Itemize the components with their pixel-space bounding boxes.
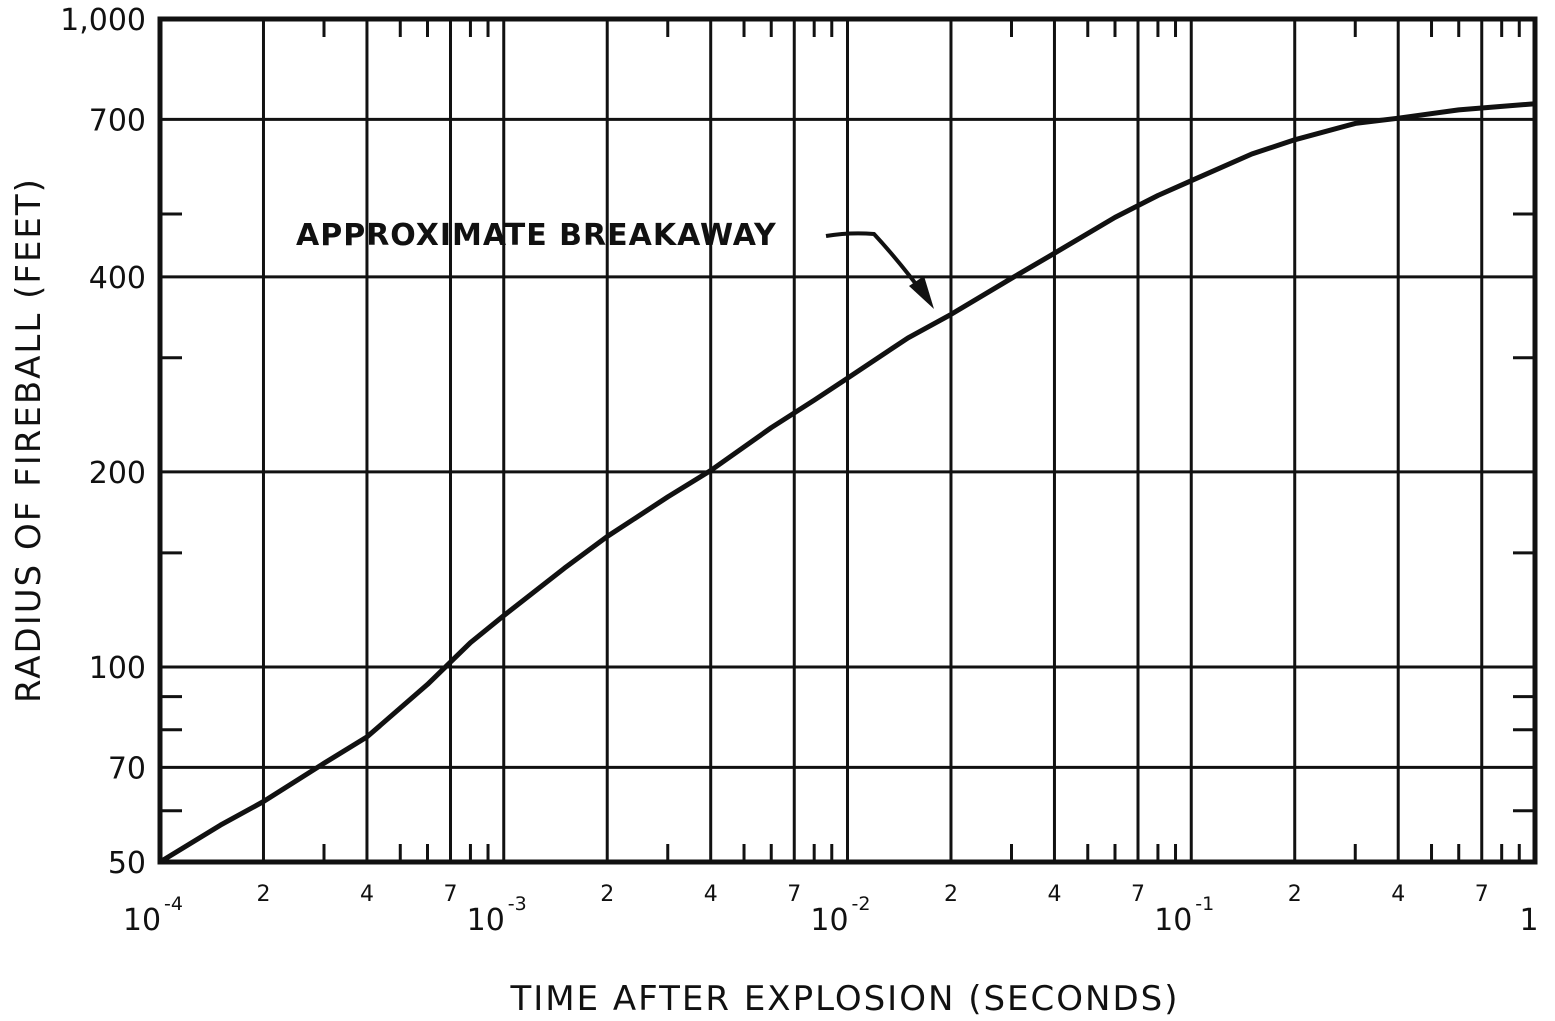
annotation-approximate-breakaway: APPROXIMATE BREAKAWAY [296,218,777,253]
x-axis-label: TIME AFTER EXPLOSION (SECONDS) [510,979,1180,1019]
x-tick-label: 7 [444,882,458,907]
plot-frame [157,16,1538,865]
x-decade-label: 10 [123,903,161,938]
y-tick-labels: 1,000 700 400 200 100 70 50 [60,3,146,881]
annotation-leader-line [825,231,930,302]
axis-tick-marks [160,19,1535,862]
x-tick-labels: 2 4 7 2 4 7 2 4 7 2 4 710 -4 10 -3 10 -2 10 -1 1 [123,882,1539,938]
y-tick-label: 400 [89,261,146,296]
x-tick-label: 4 [360,882,374,907]
x-tick-label: 4 [1391,882,1405,907]
y-tick-label: 50 [108,846,146,881]
x-tick-label: 2 [256,882,270,907]
x-decade-label: 10 [810,903,848,938]
x-tick-label: 2 [944,882,958,907]
x-decade-label: 1 [1519,903,1538,938]
y-tick-label: 700 [89,103,146,138]
x-decade-exponent: -2 [852,893,871,915]
x-decade-label: 10 [467,903,505,938]
y-tick-label: 70 [108,751,146,786]
y-axis-label: RADIUS OF FIREBALL (FEET) [9,177,49,703]
y-tick-label: 100 [89,651,146,686]
annotation-arrowhead [909,276,934,309]
x-decade-exponent: -3 [508,893,527,915]
x-tick-label: 7 [787,882,801,907]
x-tick-label: 2 [600,882,614,907]
x-decade-exponent: -1 [1195,893,1214,915]
y-tick-label: 200 [89,456,146,491]
x-tick-label: 7 [1475,882,1489,907]
y-tick-label: 1,000 [60,3,146,38]
grid-lines [160,19,1535,862]
series-line-fireball-radius [157,101,1538,865]
x-tick-label: 7 [1131,882,1145,907]
x-decade-exponent: -4 [164,893,183,915]
x-tick-label: 4 [1047,882,1061,907]
x-tick-label: 2 [1288,882,1302,907]
x-decade-label: 10 [1154,903,1192,938]
x-tick-label: 4 [704,882,718,907]
